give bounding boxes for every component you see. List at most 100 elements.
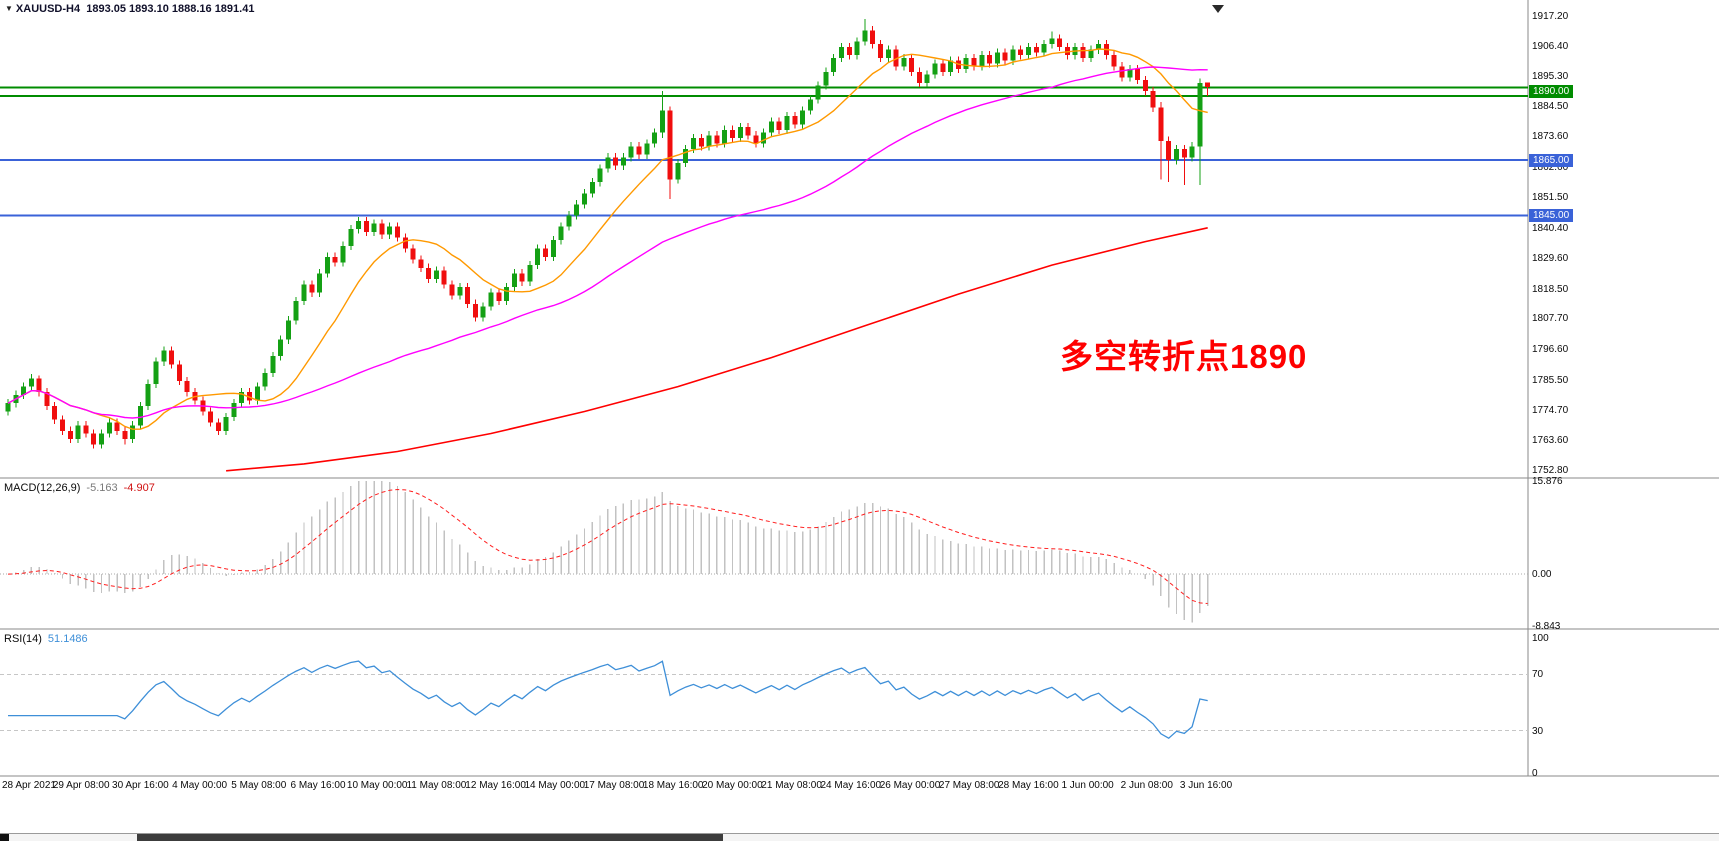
rsi-value: 51.1486 xyxy=(47,633,88,645)
price-axis-label: 1906.40 xyxy=(1532,40,1569,52)
candle-bullish xyxy=(839,46,845,58)
candle-bullish xyxy=(488,292,494,307)
candle-bullish xyxy=(963,57,969,70)
candle-bearish xyxy=(636,146,642,155)
rsi-axis-label: 30 xyxy=(1532,725,1544,737)
candle-bullish xyxy=(644,143,650,155)
chart-shift-marker-icon[interactable] xyxy=(1212,5,1224,13)
candle-bearish xyxy=(1150,91,1156,108)
macd-main-value: -5.163 xyxy=(86,482,118,494)
candle-bearish xyxy=(1158,107,1164,141)
candle-bullish xyxy=(293,300,299,321)
candle-bullish xyxy=(317,273,323,293)
candle-bullish xyxy=(340,245,346,263)
ma-slow-line xyxy=(226,227,1208,472)
price-axis-label: 1840.40 xyxy=(1532,223,1569,235)
candle-bullish xyxy=(75,425,81,440)
candle-bearish xyxy=(410,248,416,260)
horizontal-scrollbar-track[interactable] xyxy=(0,833,1719,841)
candle-bullish xyxy=(675,162,681,180)
candle-bullish xyxy=(1010,49,1016,61)
candle-bullish xyxy=(106,422,112,434)
chart-title-bar: ▼ XAUUSD-H4 1893.05 1893.10 1888.16 1891.… xyxy=(5,3,254,15)
annotation-text[interactable]: 多空转折点1890 xyxy=(1060,338,1308,375)
candle-bullish xyxy=(885,49,891,58)
rsi-axis-label: 0 xyxy=(1532,768,1538,779)
macd-axis-label: 0.00 xyxy=(1532,569,1552,581)
candle-bullish xyxy=(784,115,790,130)
candles-layer xyxy=(5,18,1211,449)
candle-bullish xyxy=(737,127,743,139)
candle-bullish xyxy=(768,121,774,133)
candle-bearish xyxy=(987,55,993,64)
candle-bearish xyxy=(1111,55,1117,67)
candle-bullish xyxy=(1025,46,1031,56)
candle-bearish xyxy=(44,392,50,406)
date-label: 20 May 00:00 xyxy=(702,780,763,791)
date-label: 10 May 00:00 xyxy=(346,780,408,791)
scrollbar-corner xyxy=(0,834,9,841)
candle-bullish xyxy=(854,41,860,56)
candle-bullish xyxy=(994,52,1000,64)
macd-axis-label: 15.876 xyxy=(1532,476,1563,487)
candle-bullish xyxy=(356,220,362,230)
candle-bearish xyxy=(441,270,447,285)
candle-bullish xyxy=(278,339,284,357)
price-axis-label: 1862.60 xyxy=(1532,161,1569,173)
candle-bullish xyxy=(652,132,658,144)
candle-bearish xyxy=(893,49,899,67)
candle-bearish xyxy=(714,135,720,144)
candle-bearish xyxy=(246,392,252,401)
candle-bullish xyxy=(659,110,665,133)
candle-bullish xyxy=(153,361,159,384)
candle-bearish xyxy=(83,425,89,434)
candle-bearish xyxy=(379,223,385,235)
date-label: 21 May 08:00 xyxy=(761,780,822,791)
candle-bullish xyxy=(691,138,697,150)
candle-bearish xyxy=(846,46,852,56)
candle-bullish xyxy=(558,226,564,241)
candle-bullish xyxy=(862,30,868,42)
date-label: 27 May 08:00 xyxy=(938,780,1000,791)
candle-bearish xyxy=(1018,49,1024,56)
date-label: 4 May 00:00 xyxy=(172,780,228,791)
price-axis-label: 1752.80 xyxy=(1532,465,1569,476)
candle-bearish xyxy=(52,405,58,420)
macd-label: MACD(12,26,9) xyxy=(4,482,81,494)
price-axis-label: 1917.20 xyxy=(1532,11,1569,22)
candle-bullish xyxy=(979,55,985,67)
candle-bearish xyxy=(122,430,128,440)
candle-bullish xyxy=(457,287,463,296)
candle-bullish xyxy=(683,149,689,163)
candle-bullish xyxy=(605,157,611,169)
candle-bearish xyxy=(1033,46,1039,53)
candle-bullish xyxy=(574,204,580,216)
candle-bullish xyxy=(223,416,229,431)
macd-histogram xyxy=(15,481,1209,623)
symbol-timeframe-label: XAUUSD-H4 xyxy=(15,3,81,15)
candle-bearish xyxy=(449,284,455,296)
candle-bullish xyxy=(1189,146,1195,158)
ohlc-quote-label: 1893.05 1893.10 1888.16 1891.41 xyxy=(86,3,255,15)
date-label: 30 Apr 16:00 xyxy=(112,780,169,791)
candle-bearish xyxy=(971,57,977,67)
candle-bullish xyxy=(706,135,712,147)
rsi-label: RSI(14) xyxy=(4,633,42,645)
date-label: 17 May 08:00 xyxy=(583,780,645,791)
candle-bullish xyxy=(98,433,104,445)
candle-bearish xyxy=(1166,140,1172,161)
candle-bullish xyxy=(901,57,907,67)
candle-bearish xyxy=(698,138,704,147)
candle-bearish xyxy=(1002,52,1008,61)
date-label: 28 May 16:00 xyxy=(998,780,1059,791)
candle-bearish xyxy=(215,422,221,431)
candle-bullish xyxy=(800,110,806,125)
candle-bullish xyxy=(597,168,603,183)
candle-bearish xyxy=(169,350,175,365)
date-label: 26 May 00:00 xyxy=(879,780,941,791)
date-label: 28 Apr 2021 xyxy=(2,780,56,791)
symbol-dropdown-icon[interactable]: ▼ xyxy=(5,4,13,13)
candle-bearish xyxy=(465,287,471,304)
horizontal-scrollbar-thumb[interactable] xyxy=(137,834,723,841)
